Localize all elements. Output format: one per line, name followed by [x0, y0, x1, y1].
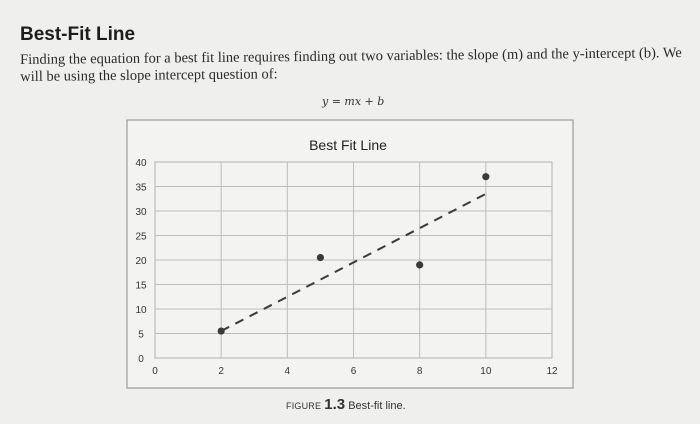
- figure-caption: FIGURE 1.3 Best-fit line.: [286, 396, 406, 413]
- y-tick-label: 25: [135, 232, 147, 243]
- chart-title: Best Fit Line: [309, 137, 387, 153]
- x-tick-label: 4: [285, 366, 291, 377]
- x-tick-label: 2: [218, 366, 224, 377]
- x-tick-label: 6: [351, 366, 357, 377]
- slope-intercept-equation: y = mx + b: [322, 95, 385, 108]
- data-point: [316, 253, 325, 262]
- y-tick-label: 20: [135, 256, 147, 267]
- data-points: [217, 173, 490, 335]
- x-tick-label: 12: [546, 366, 558, 377]
- caption-prefix: FIGURE: [286, 401, 322, 411]
- x-tick-label: 0: [152, 366, 158, 377]
- y-tick-label: 35: [135, 183, 147, 194]
- x-axis-ticks: 0 2 4 6 8 10 12: [152, 366, 558, 377]
- y-tick-label: 15: [135, 281, 147, 292]
- y-tick-label: 5: [138, 330, 144, 341]
- x-tick-label: 10: [480, 366, 492, 377]
- data-point: [482, 173, 490, 181]
- best-fit-line: [220, 192, 487, 332]
- data-point: [217, 327, 225, 335]
- chart-frame: [126, 119, 574, 389]
- x-tick-label: 8: [417, 366, 423, 377]
- y-tick-label: 10: [135, 305, 147, 316]
- section-heading: Best-Fit Line: [20, 24, 136, 45]
- caption-number: 1.3: [324, 396, 346, 413]
- y-tick-label: 30: [135, 207, 147, 218]
- y-tick-label: 0: [138, 354, 144, 365]
- y-tick-label: 40: [135, 158, 147, 169]
- data-point: [416, 261, 424, 269]
- caption-text: Best-fit line.: [348, 400, 406, 412]
- y-axis-ticks: 0 5 10 15 20 25 30 35 40: [135, 158, 147, 365]
